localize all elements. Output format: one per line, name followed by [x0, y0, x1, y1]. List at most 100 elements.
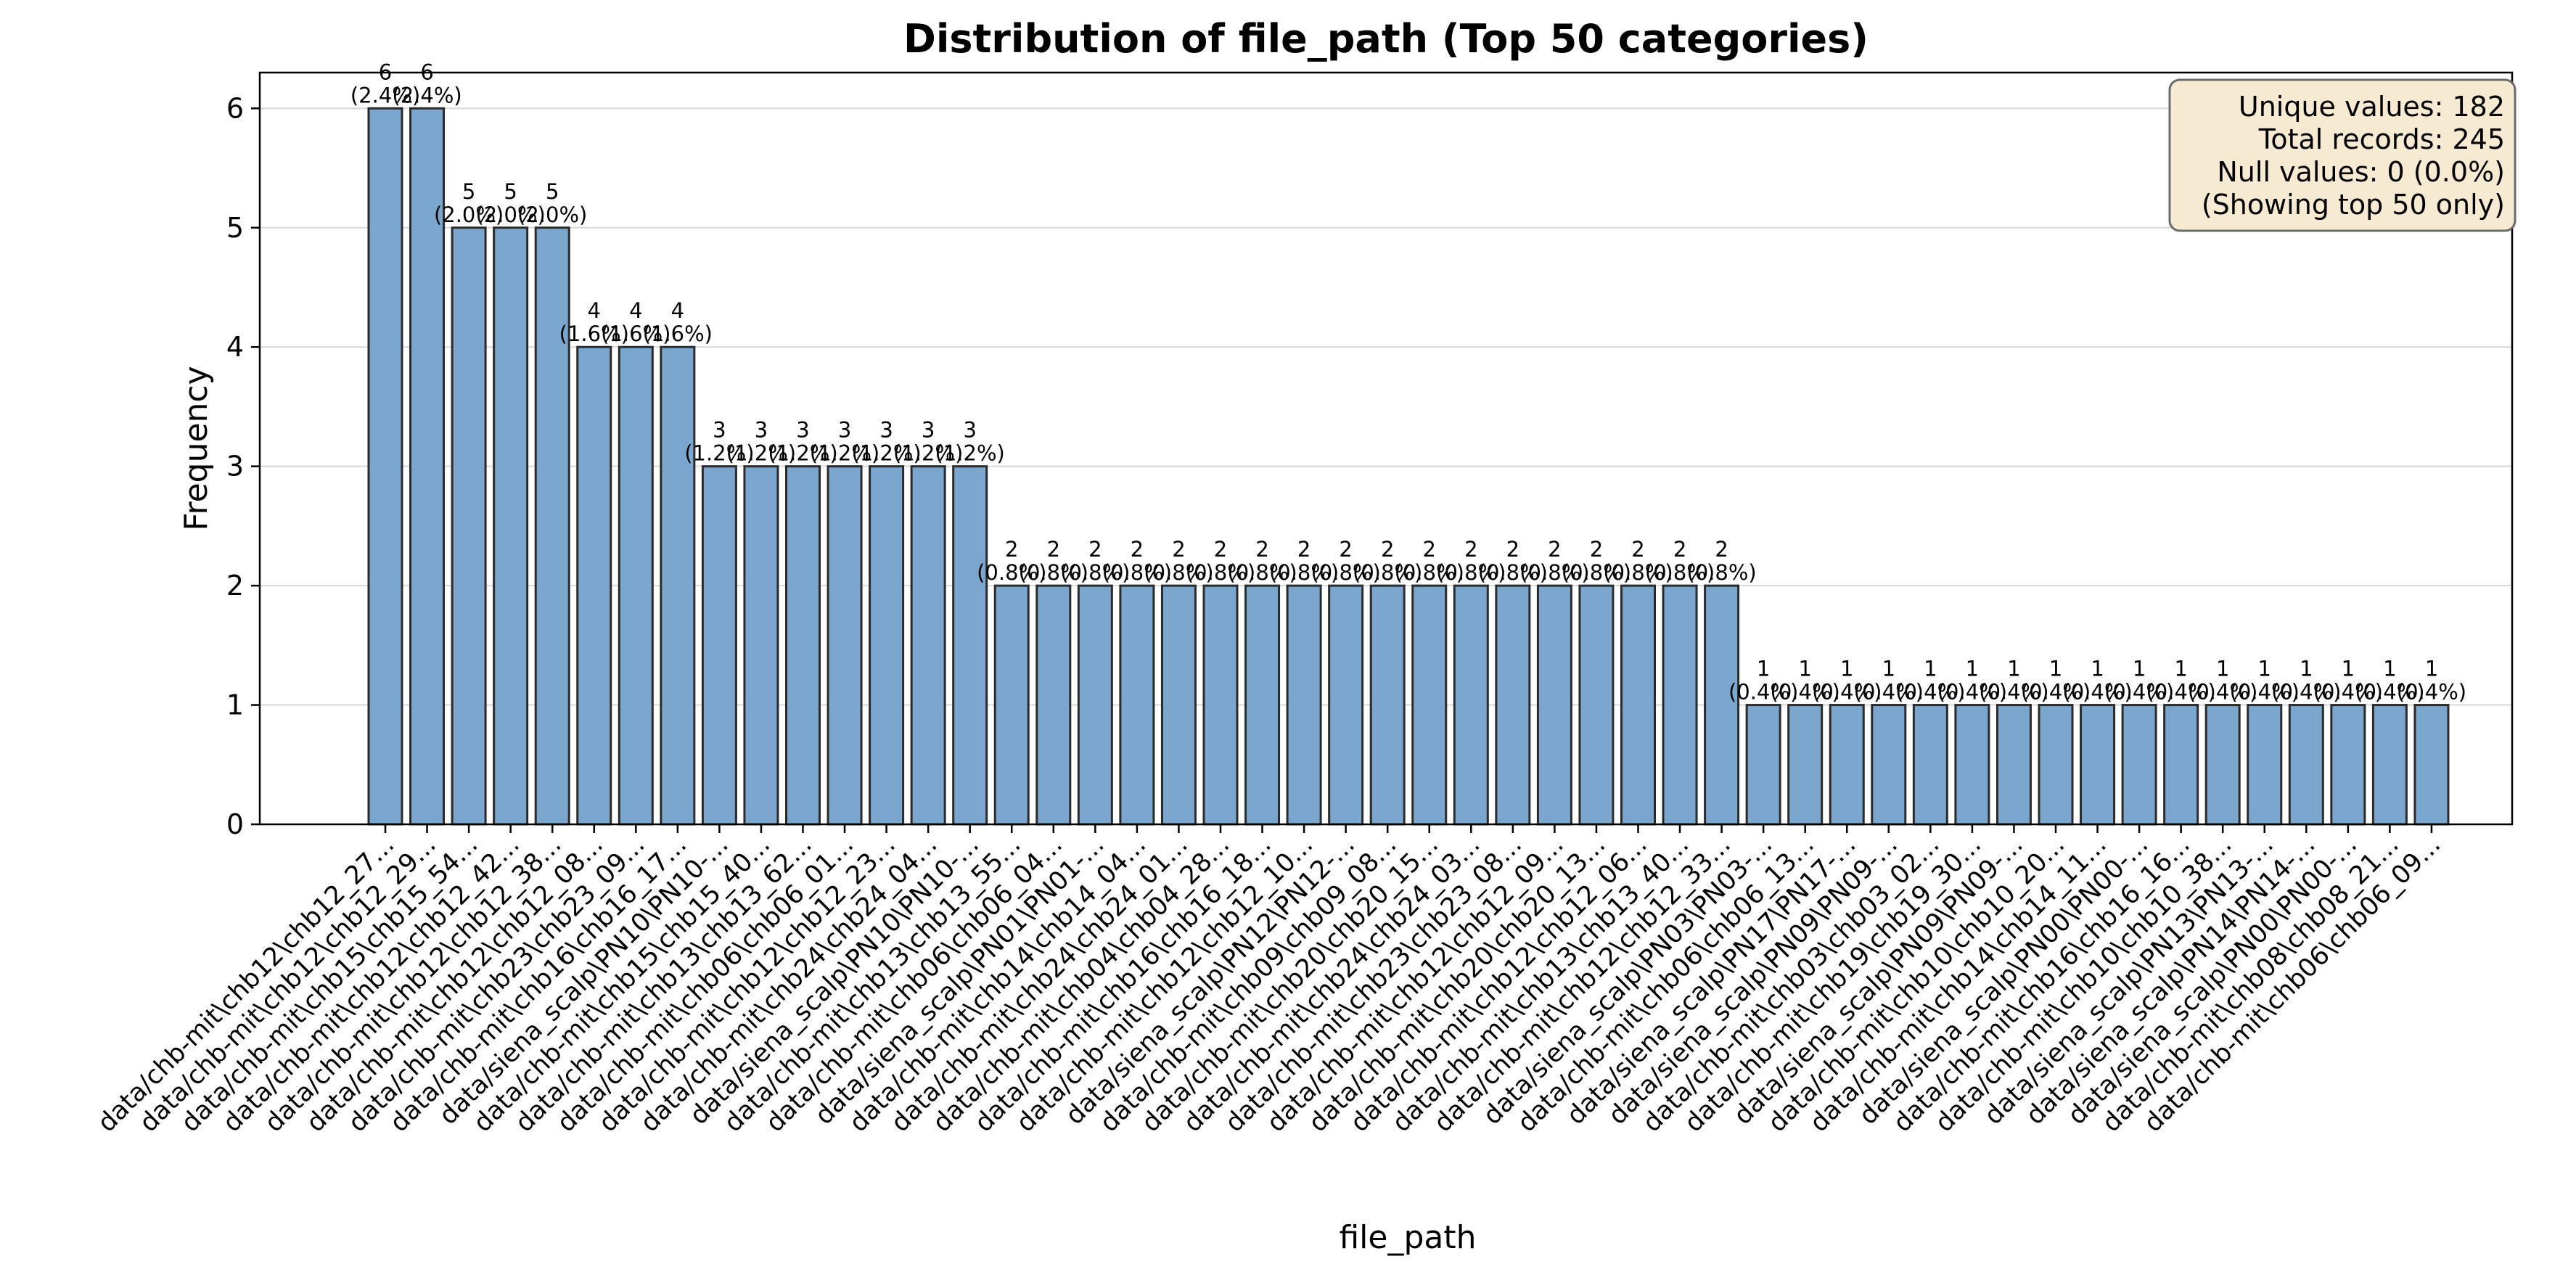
bar [701, 465, 737, 826]
data-label-count: 1 [1924, 657, 1937, 681]
bar [660, 345, 696, 826]
data-label-count: 2 [1381, 537, 1394, 562]
data-label-count: 2 [1255, 537, 1268, 562]
bar [451, 226, 487, 826]
data-label-count: 1 [1798, 657, 1811, 681]
data-label-percent: (0.8%) [1144, 560, 1213, 585]
data-label-percent: (0.4%) [2188, 680, 2257, 705]
bar [493, 226, 529, 826]
data-label-count: 2 [1715, 537, 1728, 562]
data-label-count: 3 [963, 418, 976, 443]
info-box-background [2168, 78, 2516, 232]
bar [1453, 584, 1489, 826]
y-tick-label: 4 [226, 331, 244, 363]
data-label-count: 2 [1464, 537, 1477, 562]
bar [1244, 584, 1281, 826]
data-label-count: 1 [2133, 657, 2146, 681]
info-box: Unique values: 182 Total records: 245 Nu… [2168, 78, 2516, 232]
data-label-count: 2 [1131, 537, 1144, 562]
data-label-count: 5 [462, 179, 475, 204]
data-label-count: 1 [2049, 657, 2062, 681]
data-label-percent: (1.2%) [893, 441, 963, 466]
bar [1995, 704, 2032, 826]
data-label-percent: (2.0%) [517, 202, 587, 227]
bar [1912, 704, 1948, 826]
data-label-percent: (0.4%) [2021, 680, 2091, 705]
data-label-count: 3 [755, 418, 768, 443]
data-label-percent: (1.6%) [643, 321, 713, 346]
bar [826, 465, 863, 826]
bar [952, 465, 988, 826]
data-label-count: 3 [922, 418, 935, 443]
data-label-percent: (0.4%) [1979, 680, 2048, 705]
bar [1704, 584, 1740, 826]
info-null-values: Null values: 0 (0.0%) [2217, 156, 2505, 188]
plot-area-frame [258, 71, 2514, 826]
data-label-count: 1 [2258, 657, 2271, 681]
data-label-percent: (2.0%) [434, 202, 504, 227]
data-label-count: 2 [1214, 537, 1227, 562]
y-axis-label: Frequency [178, 366, 215, 530]
bar [1662, 584, 1698, 826]
y-tick-label: 2 [226, 570, 244, 602]
bar [993, 584, 1030, 826]
bar [1829, 704, 1865, 826]
data-label-percent: (0.4%) [1728, 680, 1798, 705]
bar [1077, 584, 1113, 826]
bar [1411, 584, 1448, 826]
bar [1578, 584, 1615, 826]
data-label-percent: (1.2%) [851, 441, 921, 466]
bar [1035, 584, 1072, 826]
info-unique-values: Unique values: 182 [2239, 91, 2505, 123]
data-label-count: 2 [1005, 537, 1018, 562]
data-label-count: 2 [1339, 537, 1352, 562]
data-label-percent: (2.4%) [392, 83, 462, 107]
data-label-count: 2 [1506, 537, 1519, 562]
data-label-percent: (0.8%) [1603, 560, 1673, 585]
data-label-count: 2 [1423, 537, 1436, 562]
data-label-percent: (0.4%) [2230, 680, 2300, 705]
data-label-count: 4 [629, 298, 642, 323]
data-label-count: 5 [504, 179, 517, 204]
data-label-percent: (0.4%) [1771, 680, 1840, 705]
data-labels: 6(2.4%)6(2.4%)5(2.0%)5(2.0%)5(2.0%)4(1.6… [350, 60, 2466, 704]
data-label-count: 3 [796, 418, 809, 443]
data-label-count: 3 [879, 418, 893, 443]
bar [1286, 584, 1322, 826]
bar [743, 465, 779, 826]
bar [1160, 584, 1197, 826]
data-label-count: 1 [2174, 657, 2187, 681]
bar [1119, 584, 1155, 826]
y-axis-ticks: 0 1 2 3 4 5 6 [226, 92, 260, 840]
data-label-count: 1 [2007, 657, 2020, 681]
bar [409, 107, 446, 826]
data-label-percent: (0.4%) [2355, 680, 2424, 705]
data-label-percent: (0.4%) [1812, 680, 1882, 705]
data-label-percent: (0.4%) [1937, 680, 2007, 705]
chart-title: Distribution of file_path (Top 50 catego… [903, 16, 1869, 62]
bar [2204, 704, 2241, 826]
data-label-count: 4 [671, 298, 684, 323]
bar [2080, 704, 2116, 826]
data-label-percent: (1.6%) [559, 321, 629, 346]
data-label-percent: (1.2%) [726, 441, 796, 466]
y-tick-label: 1 [226, 689, 244, 721]
data-label-percent: (0.8%) [1436, 560, 1506, 585]
bar [869, 465, 905, 826]
y-tick-label: 6 [226, 92, 244, 124]
data-label-percent: (0.8%) [1478, 560, 1548, 585]
data-label-percent: (0.8%) [1645, 560, 1715, 585]
bar [785, 465, 821, 826]
data-label-count: 1 [1840, 657, 1853, 681]
data-label-percent: (1.2%) [935, 441, 1005, 466]
data-label-percent: (0.8%) [1269, 560, 1339, 585]
data-label-count: 1 [2091, 657, 2104, 681]
data-label-percent: (0.8%) [1519, 560, 1589, 585]
data-label-percent: (1.2%) [810, 441, 879, 466]
data-label-count: 2 [1297, 537, 1310, 562]
bar [1328, 584, 1364, 826]
x-axis-label: file_path [1339, 1219, 1476, 1256]
data-label-percent: (0.4%) [1854, 680, 1924, 705]
info-showing-top: (Showing top 50 only) [2202, 189, 2505, 221]
data-label-count: 2 [1673, 537, 1686, 562]
